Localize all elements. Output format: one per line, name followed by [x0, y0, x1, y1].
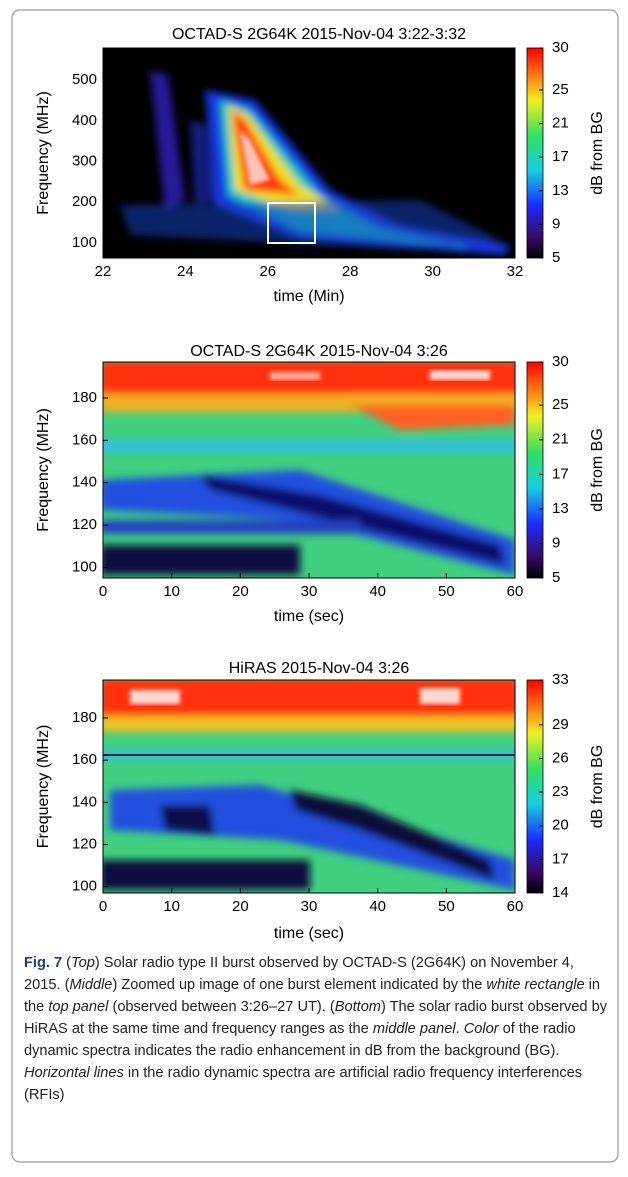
colorbar — [526, 679, 544, 894]
spectrogram — [103, 48, 515, 258]
x-tick-label: 60 — [507, 898, 524, 915]
caption-label: Fig. 7 — [24, 955, 63, 971]
colorbar-tick-label: 20 — [552, 817, 569, 834]
caption-text: Middle — [69, 977, 113, 993]
y-tick-label: 100 — [72, 878, 97, 895]
x-tick-label: 0 — [99, 898, 107, 915]
colorbar-tick-label: 33 — [552, 671, 569, 688]
y-tick-label: 200 — [72, 193, 97, 210]
x-tick-label: 40 — [369, 583, 386, 600]
y-tick-label: 140 — [72, 793, 97, 810]
caption-text: (observed between 3:26–27 UT). ( — [108, 999, 335, 1015]
panel-title: HiRAS 2015-Nov-04 3:26 — [229, 660, 410, 677]
caption-text: ( — [62, 955, 72, 971]
x-tick-label: 10 — [163, 898, 180, 915]
y-tick-label: 120 — [72, 516, 97, 533]
caption-text: Bottom — [334, 999, 381, 1015]
spectrogram — [103, 362, 515, 578]
panel-title: OCTAD-S 2G64K 2015-Nov-04 3:26 — [190, 343, 448, 360]
colorbar-tick-label: 9 — [552, 215, 560, 232]
caption-text: in the — [24, 977, 601, 1015]
y-tick-label: 120 — [72, 835, 97, 852]
frame — [11, 9, 619, 1163]
colorbar-tick-label: 30 — [552, 353, 569, 370]
colorbar-tick-label: 13 — [552, 182, 569, 199]
x-tick-label: 30 — [424, 263, 441, 280]
colorbar-tick-label: 30 — [552, 39, 569, 56]
x-tick-label: 24 — [177, 263, 194, 280]
y-axis-label: Frequency (MHz) — [35, 408, 52, 532]
spectrogram — [103, 680, 515, 893]
x-tick-label: 28 — [342, 263, 359, 280]
x-axis-label: time (sec) — [274, 925, 344, 942]
colorbar-tick-label: 5 — [552, 569, 560, 586]
x-tick-label: 50 — [438, 898, 455, 915]
y-axis-label: Frequency (MHz) — [35, 725, 52, 849]
x-tick-label: 26 — [259, 263, 276, 280]
caption-text: white rectangle — [486, 977, 585, 993]
caption-text: Color — [463, 1021, 499, 1037]
y-tick-label: 160 — [72, 431, 97, 448]
colorbar-label: dB from BG — [589, 745, 606, 829]
x-axis-label: time (sec) — [274, 608, 344, 625]
colorbar-tick-label: 5 — [552, 249, 560, 266]
x-tick-label: 40 — [369, 898, 386, 915]
caption-text: ) Zoomed up image of one burst element i… — [112, 977, 487, 993]
colorbar-tick-label: 14 — [552, 884, 569, 901]
colorbar-tick-label: 21 — [552, 115, 569, 132]
caption-text: middle panel — [372, 1021, 456, 1037]
colorbar — [526, 361, 544, 579]
colorbar-tick-label: 17 — [552, 148, 569, 165]
y-tick-label: 180 — [72, 709, 97, 726]
x-tick-label: 22 — [95, 263, 112, 280]
caption-text: Horizontal lines — [24, 1065, 124, 1081]
y-tick-label: 300 — [72, 153, 97, 170]
caption-text: of the radio dynamic spectra indicates t… — [24, 1021, 576, 1059]
colorbar-tick-label: 17 — [552, 850, 569, 867]
plot-frame — [102, 47, 516, 259]
x-tick-label: 32 — [507, 263, 524, 280]
y-tick-label: 100 — [72, 558, 97, 575]
colorbar-tick-label: 29 — [552, 716, 569, 733]
colorbar-label: dB from BG — [589, 428, 606, 512]
colorbar-tick-label: 21 — [552, 431, 569, 448]
y-tick-label: 400 — [72, 112, 97, 129]
caption-text: ) Solar radio type II burst observed by … — [24, 955, 574, 993]
caption-text: ) The solar radio burst observed by HiRA… — [24, 999, 608, 1037]
y-tick-label: 180 — [72, 389, 97, 406]
y-tick-label: 500 — [72, 71, 97, 88]
x-tick-label: 30 — [301, 898, 318, 915]
colorbar-tick-label: 9 — [552, 534, 560, 551]
x-tick-label: 20 — [232, 583, 249, 600]
colorbar-tick-label: 26 — [552, 749, 569, 766]
y-tick-label: 140 — [72, 474, 97, 491]
caption-text: top panel — [48, 999, 109, 1015]
colorbar-tick-label: 23 — [552, 783, 569, 800]
y-tick-label: 160 — [72, 751, 97, 768]
caption-text: Top — [71, 955, 95, 971]
y-axis-label: Frequency (MHz) — [35, 91, 52, 215]
x-tick-label: 0 — [99, 583, 107, 600]
x-tick-label: 30 — [301, 583, 318, 600]
x-tick-label: 10 — [163, 583, 180, 600]
x-tick-label: 20 — [232, 898, 249, 915]
caption-text: in the radio dynamic spectra are artific… — [24, 1065, 583, 1103]
y-tick-label: 100 — [72, 234, 97, 251]
x-axis-label: time (Min) — [273, 288, 344, 305]
caption: Fig. 7 (Top) Solar radio type II burst o… — [24, 952, 608, 1106]
panel-title: OCTAD-S 2G64K 2015-Nov-04 3:22-3:32 — [172, 26, 466, 43]
colorbar-tick-label: 25 — [552, 81, 569, 98]
colorbar-tick-label: 17 — [552, 465, 569, 482]
x-tick-label: 60 — [507, 583, 524, 600]
colorbar-tick-label: 25 — [552, 396, 569, 413]
colorbar-tick-label: 13 — [552, 500, 569, 517]
caption-text: . — [455, 1021, 464, 1037]
colorbar-label: dB from BG — [589, 111, 606, 195]
colorbar — [526, 47, 544, 259]
x-tick-label: 50 — [438, 583, 455, 600]
